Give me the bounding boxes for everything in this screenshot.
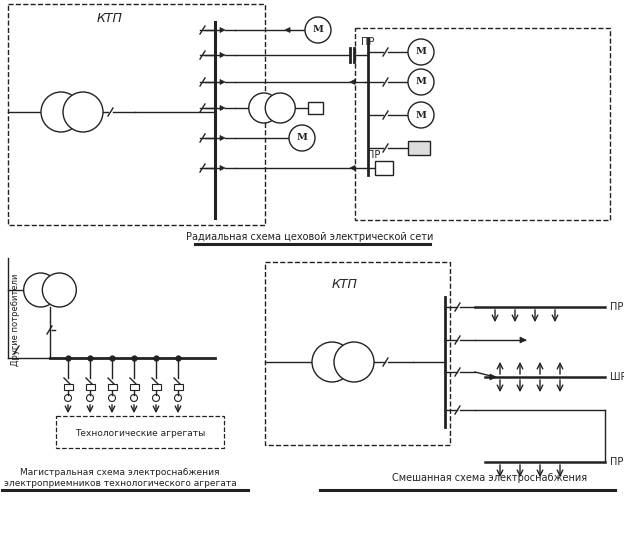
Circle shape [289, 125, 315, 151]
Text: ПР2: ПР2 [610, 457, 624, 467]
Polygon shape [220, 53, 225, 58]
Bar [130, 384, 139, 390]
Circle shape [408, 102, 434, 128]
Text: Радиальная схема цеховой электрической сети: Радиальная схема цеховой электрической с… [187, 232, 434, 242]
Bar [8, 4, 265, 225]
Text: КТП: КТП [97, 11, 123, 25]
Circle shape [312, 342, 352, 382]
Text: M: M [416, 110, 426, 119]
Circle shape [63, 92, 103, 132]
Bar [355, 28, 610, 220]
Bar [265, 262, 450, 445]
Polygon shape [520, 337, 526, 343]
Text: Технологические агрегаты: Технологические агрегаты [75, 428, 205, 437]
Bar [152, 384, 161, 390]
Text: Магистральная схема электроснабжения
электроприемников технологического агрегата: Магистральная схема электроснабжения эле… [4, 468, 236, 488]
Circle shape [334, 342, 374, 382]
Bar [86, 384, 95, 390]
Text: M: M [313, 25, 323, 34]
Circle shape [41, 92, 81, 132]
Bar [308, 102, 323, 114]
Text: Другие потребители: Другие потребители [11, 274, 21, 366]
Text: Смешанная схема электроснабжения: Смешанная схема электроснабжения [392, 473, 588, 483]
Polygon shape [490, 374, 496, 380]
Polygon shape [220, 80, 225, 84]
Polygon shape [220, 105, 225, 110]
Circle shape [265, 93, 295, 123]
Bar [64, 384, 73, 390]
Text: ПР: ПР [361, 37, 374, 47]
Circle shape [408, 39, 434, 65]
Bar [408, 141, 430, 155]
Polygon shape [350, 166, 355, 171]
Circle shape [24, 273, 57, 307]
Circle shape [305, 17, 331, 43]
Text: КТП: КТП [332, 278, 358, 291]
Circle shape [408, 69, 434, 95]
Bar [174, 384, 183, 390]
Circle shape [249, 93, 279, 123]
Polygon shape [220, 166, 225, 171]
Text: ПР: ПР [368, 150, 381, 160]
Polygon shape [220, 136, 225, 140]
Polygon shape [350, 80, 355, 84]
Polygon shape [285, 27, 290, 32]
Text: M: M [416, 77, 426, 87]
Text: ШРС: ШРС [610, 372, 624, 382]
Text: M: M [296, 133, 308, 143]
Circle shape [42, 273, 76, 307]
Bar [56, 416, 224, 448]
Bar [375, 161, 393, 175]
Polygon shape [220, 27, 225, 32]
Bar [108, 384, 117, 390]
Text: M: M [416, 47, 426, 56]
Text: ПР1: ПР1 [610, 302, 624, 312]
